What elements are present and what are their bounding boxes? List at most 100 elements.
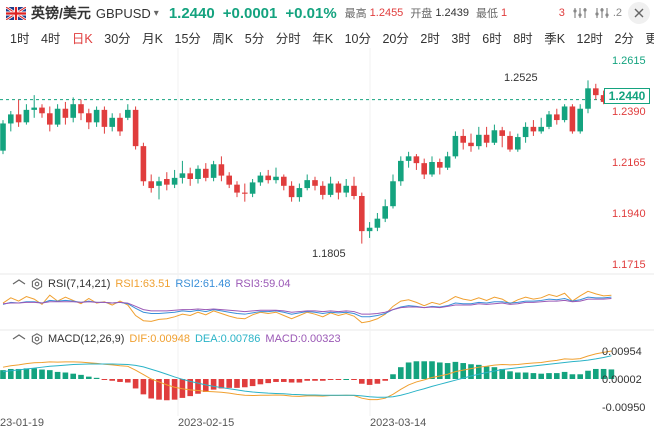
- tab-6h[interactable]: 6时: [482, 31, 502, 46]
- quote-header: 英镑/美元 GBPUSD ▾ 1.2440 +0.0001 +0.01% 最高 …: [0, 0, 654, 26]
- gear-icon[interactable]: [30, 277, 44, 291]
- tab-10m[interactable]: 10分: [344, 31, 371, 46]
- candle-body: [460, 135, 466, 143]
- candle-body: [561, 106, 568, 121]
- pair-name-cn[interactable]: 英镑/美元: [31, 5, 91, 21]
- tab-3h[interactable]: 3时: [451, 31, 471, 46]
- tab-2m[interactable]: 2分: [614, 31, 634, 46]
- price-axis-label: 1.1940: [612, 208, 646, 220]
- price-axis-label: 1.2615: [612, 55, 646, 67]
- current-price-marker-value: 1.2440: [608, 89, 646, 103]
- tab-more-label: 更多: [645, 31, 654, 46]
- candle-body: [515, 137, 521, 150]
- candle-body: [359, 196, 365, 232]
- macd-bar: [0, 370, 6, 379]
- draw-tool-icon[interactable]: [591, 2, 613, 24]
- low-value: 1: [500, 7, 508, 19]
- tab-4h[interactable]: 4时: [40, 31, 61, 46]
- candle-body: [476, 134, 482, 147]
- tab-20m[interactable]: 20分: [382, 31, 409, 46]
- macd-bar: [444, 363, 451, 379]
- macd-bar: [600, 368, 607, 379]
- tab-5m[interactable]: 5分: [244, 31, 265, 46]
- macd-bar: [140, 379, 147, 395]
- tab-30m[interactable]: 30分: [104, 31, 131, 46]
- candle-body: [109, 117, 115, 127]
- indicator-settings-icon[interactable]: [569, 2, 591, 24]
- macd-bar: [281, 379, 287, 382]
- macd-lines: [2, 350, 612, 401]
- macd-bar: [468, 364, 474, 379]
- kline-chart[interactable]: 1.2615 1.2390 1.2165 1.1940 1.1715 0.00954 0.…: [0, 48, 654, 435]
- gear-icon[interactable]: [30, 332, 44, 346]
- tab-15m[interactable]: 15分: [174, 31, 201, 46]
- candle-body: [600, 95, 607, 102]
- chevron-down-icon[interactable]: ▾: [153, 7, 159, 19]
- candle-body: [132, 109, 139, 147]
- candle-body: [507, 135, 513, 150]
- macd-bar: [148, 379, 154, 399]
- macd-bar: [608, 369, 615, 379]
- close-icon[interactable]: [628, 2, 650, 24]
- price-change: +0.0001: [222, 4, 278, 22]
- candle-body: [140, 146, 147, 182]
- macd-bar: [101, 379, 108, 380]
- macd-bar: [164, 379, 170, 401]
- macd-bar: [265, 379, 271, 384]
- macd-bar: [249, 379, 256, 387]
- tab-monthly[interactable]: 月K: [142, 31, 163, 46]
- tab-weekly[interactable]: 周K: [212, 31, 234, 46]
- macd-axis-label: 0.00002: [602, 374, 642, 386]
- price-change-pct: +0.01%: [285, 4, 337, 22]
- macd-bar: [312, 379, 318, 381]
- macd-bar: [343, 379, 349, 380]
- pair-code[interactable]: GBPUSD: [95, 5, 151, 21]
- tab-more[interactable]: 更多▾: [645, 28, 654, 47]
- candle-body: [31, 107, 37, 110]
- tab-2h[interactable]: 2时: [420, 31, 440, 46]
- tab-12h[interactable]: 12时: [576, 31, 603, 46]
- macd-bar: [304, 379, 310, 381]
- rsi1-value: RSI1:63.51: [115, 278, 171, 290]
- candle-body: [281, 176, 287, 186]
- macd-bar: [374, 379, 381, 384]
- macd-bar: [273, 379, 279, 382]
- tab-1h[interactable]: 1时: [10, 31, 30, 46]
- candle-body: [164, 179, 170, 185]
- macd-bar: [452, 361, 459, 379]
- candle-body: [195, 168, 201, 179]
- macd-bar: [554, 373, 560, 379]
- tab-intraday[interactable]: 分时: [275, 31, 301, 46]
- price-axis-label: 1.1715: [612, 259, 646, 271]
- eye-icon[interactable]: [12, 332, 26, 346]
- candle-body: [0, 123, 6, 151]
- macd-bar: [538, 373, 544, 379]
- macd-bar: [70, 373, 76, 379]
- macd-bar: [8, 368, 14, 379]
- macd-bar: [218, 379, 225, 389]
- candle-body: [327, 183, 334, 195]
- rsi-lines: [2, 290, 612, 324]
- tab-quarterly[interactable]: 季K: [544, 31, 566, 46]
- macd-bar: [460, 363, 466, 379]
- candle-body: [210, 164, 217, 178]
- low-marker-value: 1.1805: [312, 248, 346, 260]
- candle-body: [366, 227, 373, 232]
- macd-bar: [522, 372, 529, 379]
- candle-body: [187, 173, 193, 179]
- macd-bar: [93, 377, 100, 379]
- macd-bar: [109, 379, 115, 381]
- macd-bar: [476, 364, 482, 379]
- candle-body: [70, 104, 76, 118]
- tab-daily[interactable]: 日K: [71, 31, 93, 46]
- tab-yearly[interactable]: 年K: [312, 31, 334, 46]
- high-value: 1.2455: [369, 7, 404, 19]
- tab-8h[interactable]: 8时: [513, 31, 533, 46]
- eye-icon[interactable]: [12, 277, 26, 291]
- macd-axis-label: 0.00954: [602, 346, 642, 358]
- candle-body: [530, 126, 537, 132]
- candle-body: [398, 160, 404, 182]
- macd-bar: [39, 369, 45, 379]
- hidden-stat-trail: .2: [612, 7, 622, 19]
